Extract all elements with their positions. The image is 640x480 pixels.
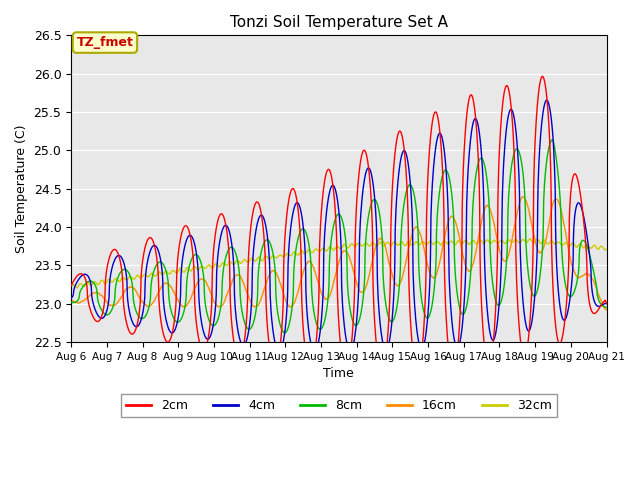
Text: TZ_fmet: TZ_fmet	[77, 36, 133, 49]
Y-axis label: Soil Temperature (C): Soil Temperature (C)	[15, 124, 28, 253]
X-axis label: Time: Time	[323, 367, 354, 380]
Title: Tonzi Soil Temperature Set A: Tonzi Soil Temperature Set A	[230, 15, 448, 30]
Legend: 2cm, 4cm, 8cm, 16cm, 32cm: 2cm, 4cm, 8cm, 16cm, 32cm	[121, 394, 557, 417]
